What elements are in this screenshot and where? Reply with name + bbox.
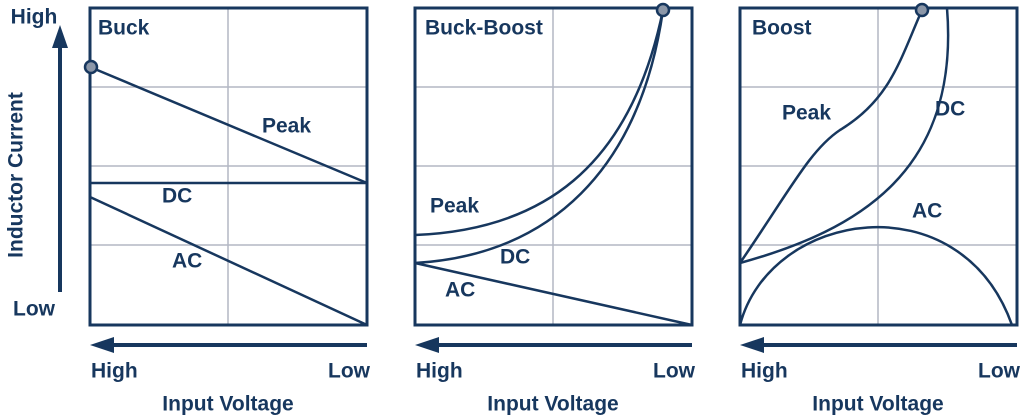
x-arrow-head: [740, 337, 764, 353]
dc-label: DC: [500, 246, 530, 269]
y-arrow-head: [52, 25, 68, 48]
dc-label: DC: [162, 185, 192, 208]
panel-buck-boost: Buck-Boost Peak DC AC High Low Input Vol…: [413, 2, 696, 416]
panel-frame: [413, 6, 694, 327]
y-high: High: [11, 6, 58, 29]
y-low: Low: [13, 298, 56, 321]
peak-curve: [414, 9, 665, 237]
marker: [914, 2, 930, 18]
panel-boost: Boost Peak DC AC High Low Input Voltage: [738, 2, 1021, 416]
ac-label: AC: [912, 200, 942, 223]
ac-label: AC: [172, 250, 202, 273]
x-high: High: [741, 360, 788, 383]
x-label: Input Voltage: [162, 393, 293, 416]
marker: [655, 2, 671, 18]
ac-label: AC: [445, 279, 475, 302]
peak-label: Peak: [262, 115, 311, 138]
peak-curve: [738, 9, 924, 264]
panel-title: Boost: [752, 17, 812, 40]
dc-curve: [414, 9, 665, 265]
panel-frame: [738, 6, 1019, 327]
peak-label: Peak: [430, 195, 479, 218]
panel-title: Buck-Boost: [425, 17, 543, 40]
ac-curve: [414, 261, 693, 327]
x-low: Low: [328, 360, 371, 383]
dc-label: DC: [935, 98, 965, 121]
marker: [83, 59, 99, 75]
dc-curve: [739, 7, 950, 265]
y-label: Inductor Current: [5, 92, 28, 258]
x-high: High: [91, 360, 138, 383]
panel-buck: Buck Peak DC AC High Low Input Voltage: [83, 6, 371, 416]
panel-title: Buck: [98, 17, 150, 40]
x-label: Input Voltage: [812, 393, 943, 416]
ac-curve: [738, 226, 1014, 326]
x-arrow-head: [90, 337, 114, 353]
x-high: High: [416, 360, 463, 383]
x-label: Input Voltage: [487, 393, 618, 416]
x-arrow-head: [415, 337, 439, 353]
ac-curve: [89, 195, 368, 327]
peak-label: Peak: [782, 102, 831, 125]
x-low: Low: [653, 360, 696, 383]
peak-curve: [89, 65, 368, 185]
panel-frame: [88, 6, 369, 327]
x-low: Low: [978, 360, 1021, 383]
